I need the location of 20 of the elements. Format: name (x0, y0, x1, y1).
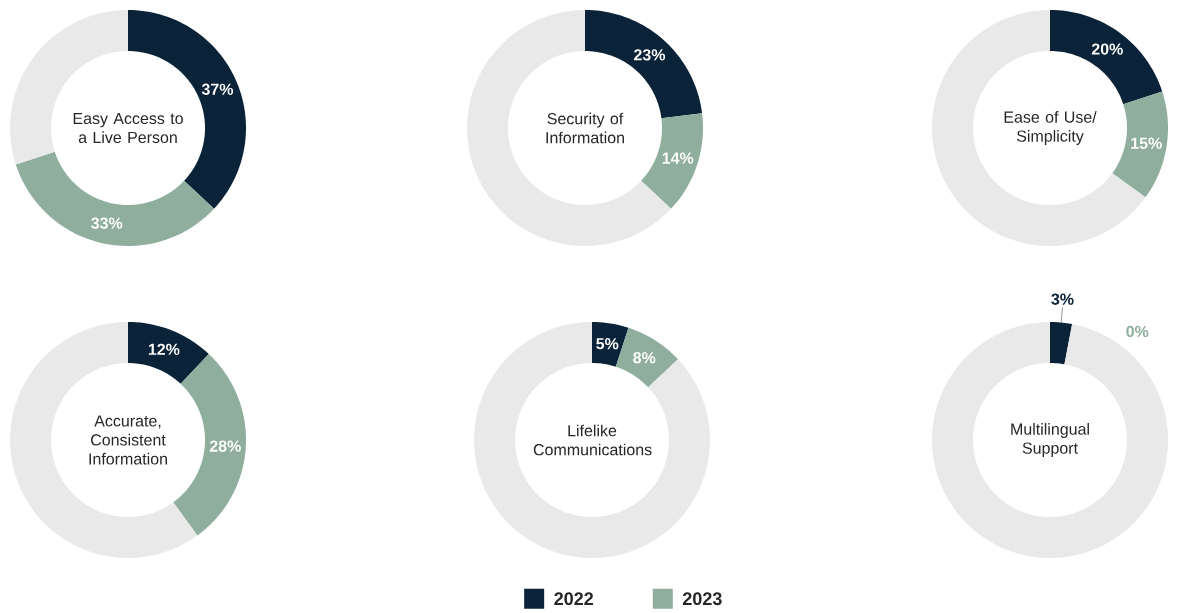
data-label: 5% (596, 338, 619, 350)
data-label: 12% (148, 343, 180, 355)
legend-label: 2023 (682, 592, 722, 606)
data-label: 33% (91, 217, 123, 229)
data-label: 23% (634, 49, 666, 61)
legend-label: 2022 (554, 592, 593, 606)
data-label: 15% (1131, 137, 1162, 149)
text: Security of Information (546, 112, 624, 144)
data-label: 20% (1091, 43, 1123, 55)
text: Accurate, Consistent Information (89, 415, 167, 465)
text: Easy Access to a Live Person (73, 112, 183, 144)
data-label: 14% (662, 152, 694, 164)
data-label: 8% (633, 352, 656, 364)
data-label: 37% (201, 83, 234, 95)
text: Multilingual Support (1011, 423, 1089, 457)
text: 0% (1126, 325, 1149, 338)
data-label: 3% (1051, 293, 1074, 305)
text: Lifelike Communications (533, 424, 652, 456)
text: Ease of Use/ Simplicity (1004, 111, 1097, 145)
data-label: 28% (209, 440, 241, 452)
